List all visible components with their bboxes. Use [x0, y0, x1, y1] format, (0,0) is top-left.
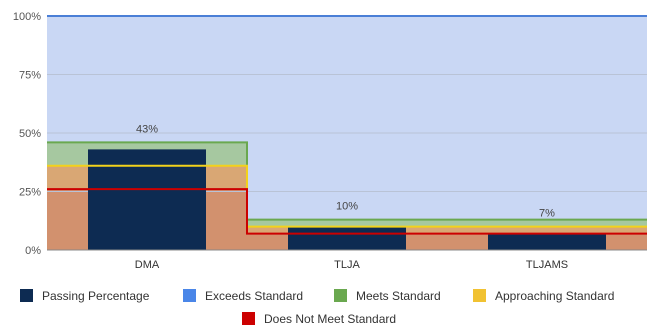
legend-item-passing[interactable]: Passing Percentage — [20, 289, 150, 303]
x-tick-label: TLJAMS — [526, 259, 568, 271]
legend-item-meets[interactable]: Meets Standard — [334, 289, 441, 303]
band-line-doesnot — [47, 188, 647, 235]
x-axis: DMA TLJA TLJAMS — [135, 259, 568, 271]
bar — [288, 226, 406, 250]
legend-swatch-approaching — [473, 289, 486, 302]
legend-label-passing: Passing Percentage — [42, 289, 150, 303]
legend-label-doesnot: Does Not Meet Standard — [264, 312, 396, 326]
legend-item-approaching[interactable]: Approaching Standard — [473, 289, 614, 303]
legend-label-meets: Meets Standard — [356, 289, 441, 303]
y-tick-label: 25% — [19, 187, 41, 199]
legend-item-exceeds[interactable]: Exceeds Standard — [183, 289, 303, 303]
legend-swatch-exceeds — [183, 289, 196, 302]
legend-swatch-meets — [334, 289, 347, 302]
x-tick-label: DMA — [135, 259, 160, 271]
data-labels: 43% 10% 7% — [136, 123, 555, 219]
y-tick-label: 50% — [19, 128, 41, 140]
legend-item-doesnot[interactable]: Does Not Meet Standard — [242, 312, 396, 326]
x-tick-label: TLJA — [334, 259, 360, 271]
data-label: 10% — [336, 201, 358, 213]
y-tick-label: 100% — [13, 11, 41, 23]
data-label: 7% — [539, 208, 555, 220]
standard-lines — [47, 15, 647, 235]
legend-label-approaching: Approaching Standard — [495, 289, 614, 303]
bar — [488, 233, 606, 250]
legend: Passing Percentage Exceeds Standard Meet… — [20, 289, 614, 326]
legend-label-exceeds: Exceeds Standard — [205, 289, 303, 303]
y-tick-label: 0% — [25, 245, 41, 257]
legend-swatch-passing — [20, 289, 33, 302]
data-label: 43% — [136, 123, 158, 135]
y-tick-label: 75% — [19, 70, 41, 82]
y-axis: 0% 25% 50% 75% 100% — [13, 11, 647, 257]
legend-swatch-doesnot — [242, 312, 255, 325]
bar — [88, 149, 206, 250]
